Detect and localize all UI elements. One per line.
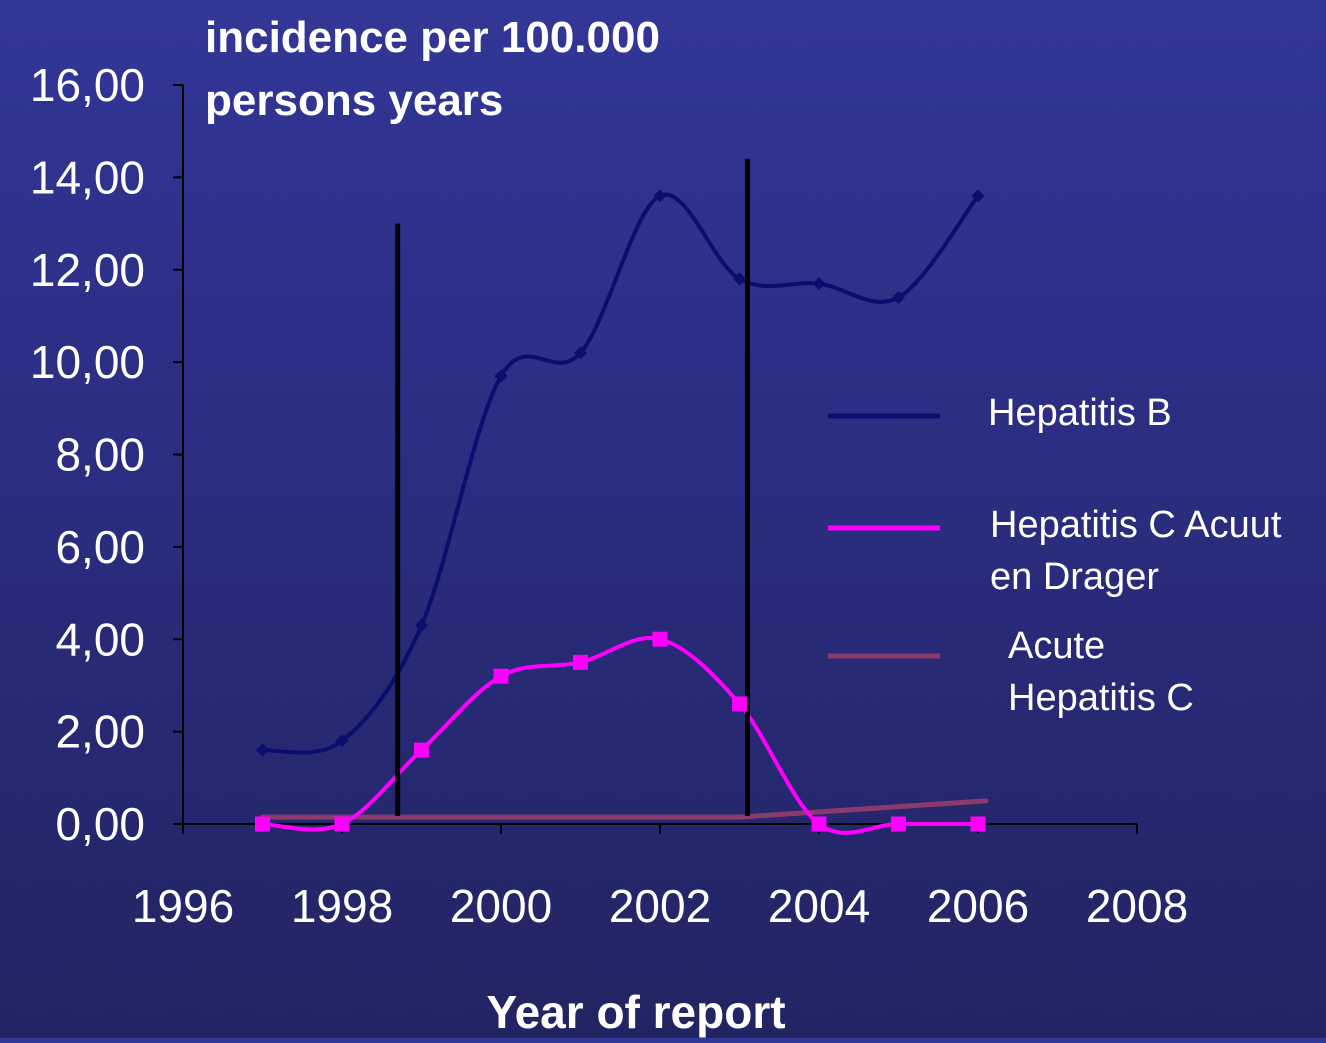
data-point-hepatitis-b — [892, 290, 905, 304]
data-point-hepatitis-c-acuut-en-drager — [891, 816, 906, 832]
y-tick-label: 8,00 — [55, 429, 145, 481]
data-point-hepatitis-c-acuut-en-drager — [732, 696, 747, 712]
data-point-hepatitis-c-acuut-en-drager — [573, 654, 588, 670]
chart-title-line-2: persons years — [205, 76, 503, 125]
data-point-hepatitis-c-acuut-en-drager — [414, 742, 429, 758]
data-point-hepatitis-b — [335, 734, 349, 748]
data-point-hepatitis-b — [653, 189, 667, 203]
y-tick-label: 16,00 — [30, 59, 145, 111]
x-tick-label: 2002 — [609, 880, 711, 932]
legend-label-hepatitis-c-acuut-en-drager: en Drager — [990, 556, 1159, 598]
data-point-hepatitis-b — [971, 189, 985, 203]
data-point-hepatitis-b — [574, 346, 587, 360]
data-point-hepatitis-c-acuut-en-drager — [811, 816, 827, 832]
data-point-hepatitis-b — [494, 369, 508, 383]
x-tick-label: 2004 — [768, 880, 870, 932]
data-point-hepatitis-c-acuut-en-drager — [255, 816, 270, 832]
x-axis-label: Year of report — [486, 986, 785, 1038]
y-tick-label: 0,00 — [55, 798, 145, 850]
data-point-hepatitis-c-acuut-en-drager — [493, 668, 509, 684]
legend-label-hepatitis-c-acuut-en-drager: Hepatitis C Acuut — [990, 504, 1282, 546]
series-line-acute-hepatitis-c — [260, 798, 989, 820]
y-tick-label: 4,00 — [55, 613, 145, 665]
x-tick-label: 1996 — [132, 880, 234, 932]
series-line-hepatitis-c-acuut-en-drager — [260, 636, 980, 835]
data-point-hepatitis-b — [733, 272, 746, 286]
data-point-hepatitis-c-acuut-en-drager — [334, 816, 350, 832]
x-tick-label: 2008 — [1086, 880, 1188, 932]
series-line-hepatitis-b — [260, 192, 980, 755]
chart-title-line-1: incidence per 100.000 — [205, 13, 660, 62]
legend-label-hepatitis-b: Hepatitis B — [988, 392, 1172, 434]
x-tick-label: 2006 — [927, 880, 1029, 932]
data-point-hepatitis-c-acuut-en-drager — [652, 631, 668, 647]
y-tick-label: 12,00 — [30, 244, 145, 296]
legend-label-acute-hepatitis-c: Acute — [1008, 625, 1105, 667]
data-point-hepatitis-b — [415, 618, 428, 632]
data-point-hepatitis-b — [256, 743, 269, 757]
y-tick-label: 2,00 — [55, 706, 145, 758]
y-tick-label: 6,00 — [55, 521, 145, 573]
data-point-hepatitis-b — [812, 277, 826, 291]
legend-label-acute-hepatitis-c: Hepatitis C — [1008, 677, 1194, 719]
x-tick-label: 1998 — [291, 880, 393, 932]
y-tick-label: 14,00 — [30, 151, 145, 203]
x-tick-label: 2000 — [450, 880, 552, 932]
y-tick-label: 10,00 — [30, 336, 145, 388]
data-point-hepatitis-c-acuut-en-drager — [970, 816, 986, 832]
